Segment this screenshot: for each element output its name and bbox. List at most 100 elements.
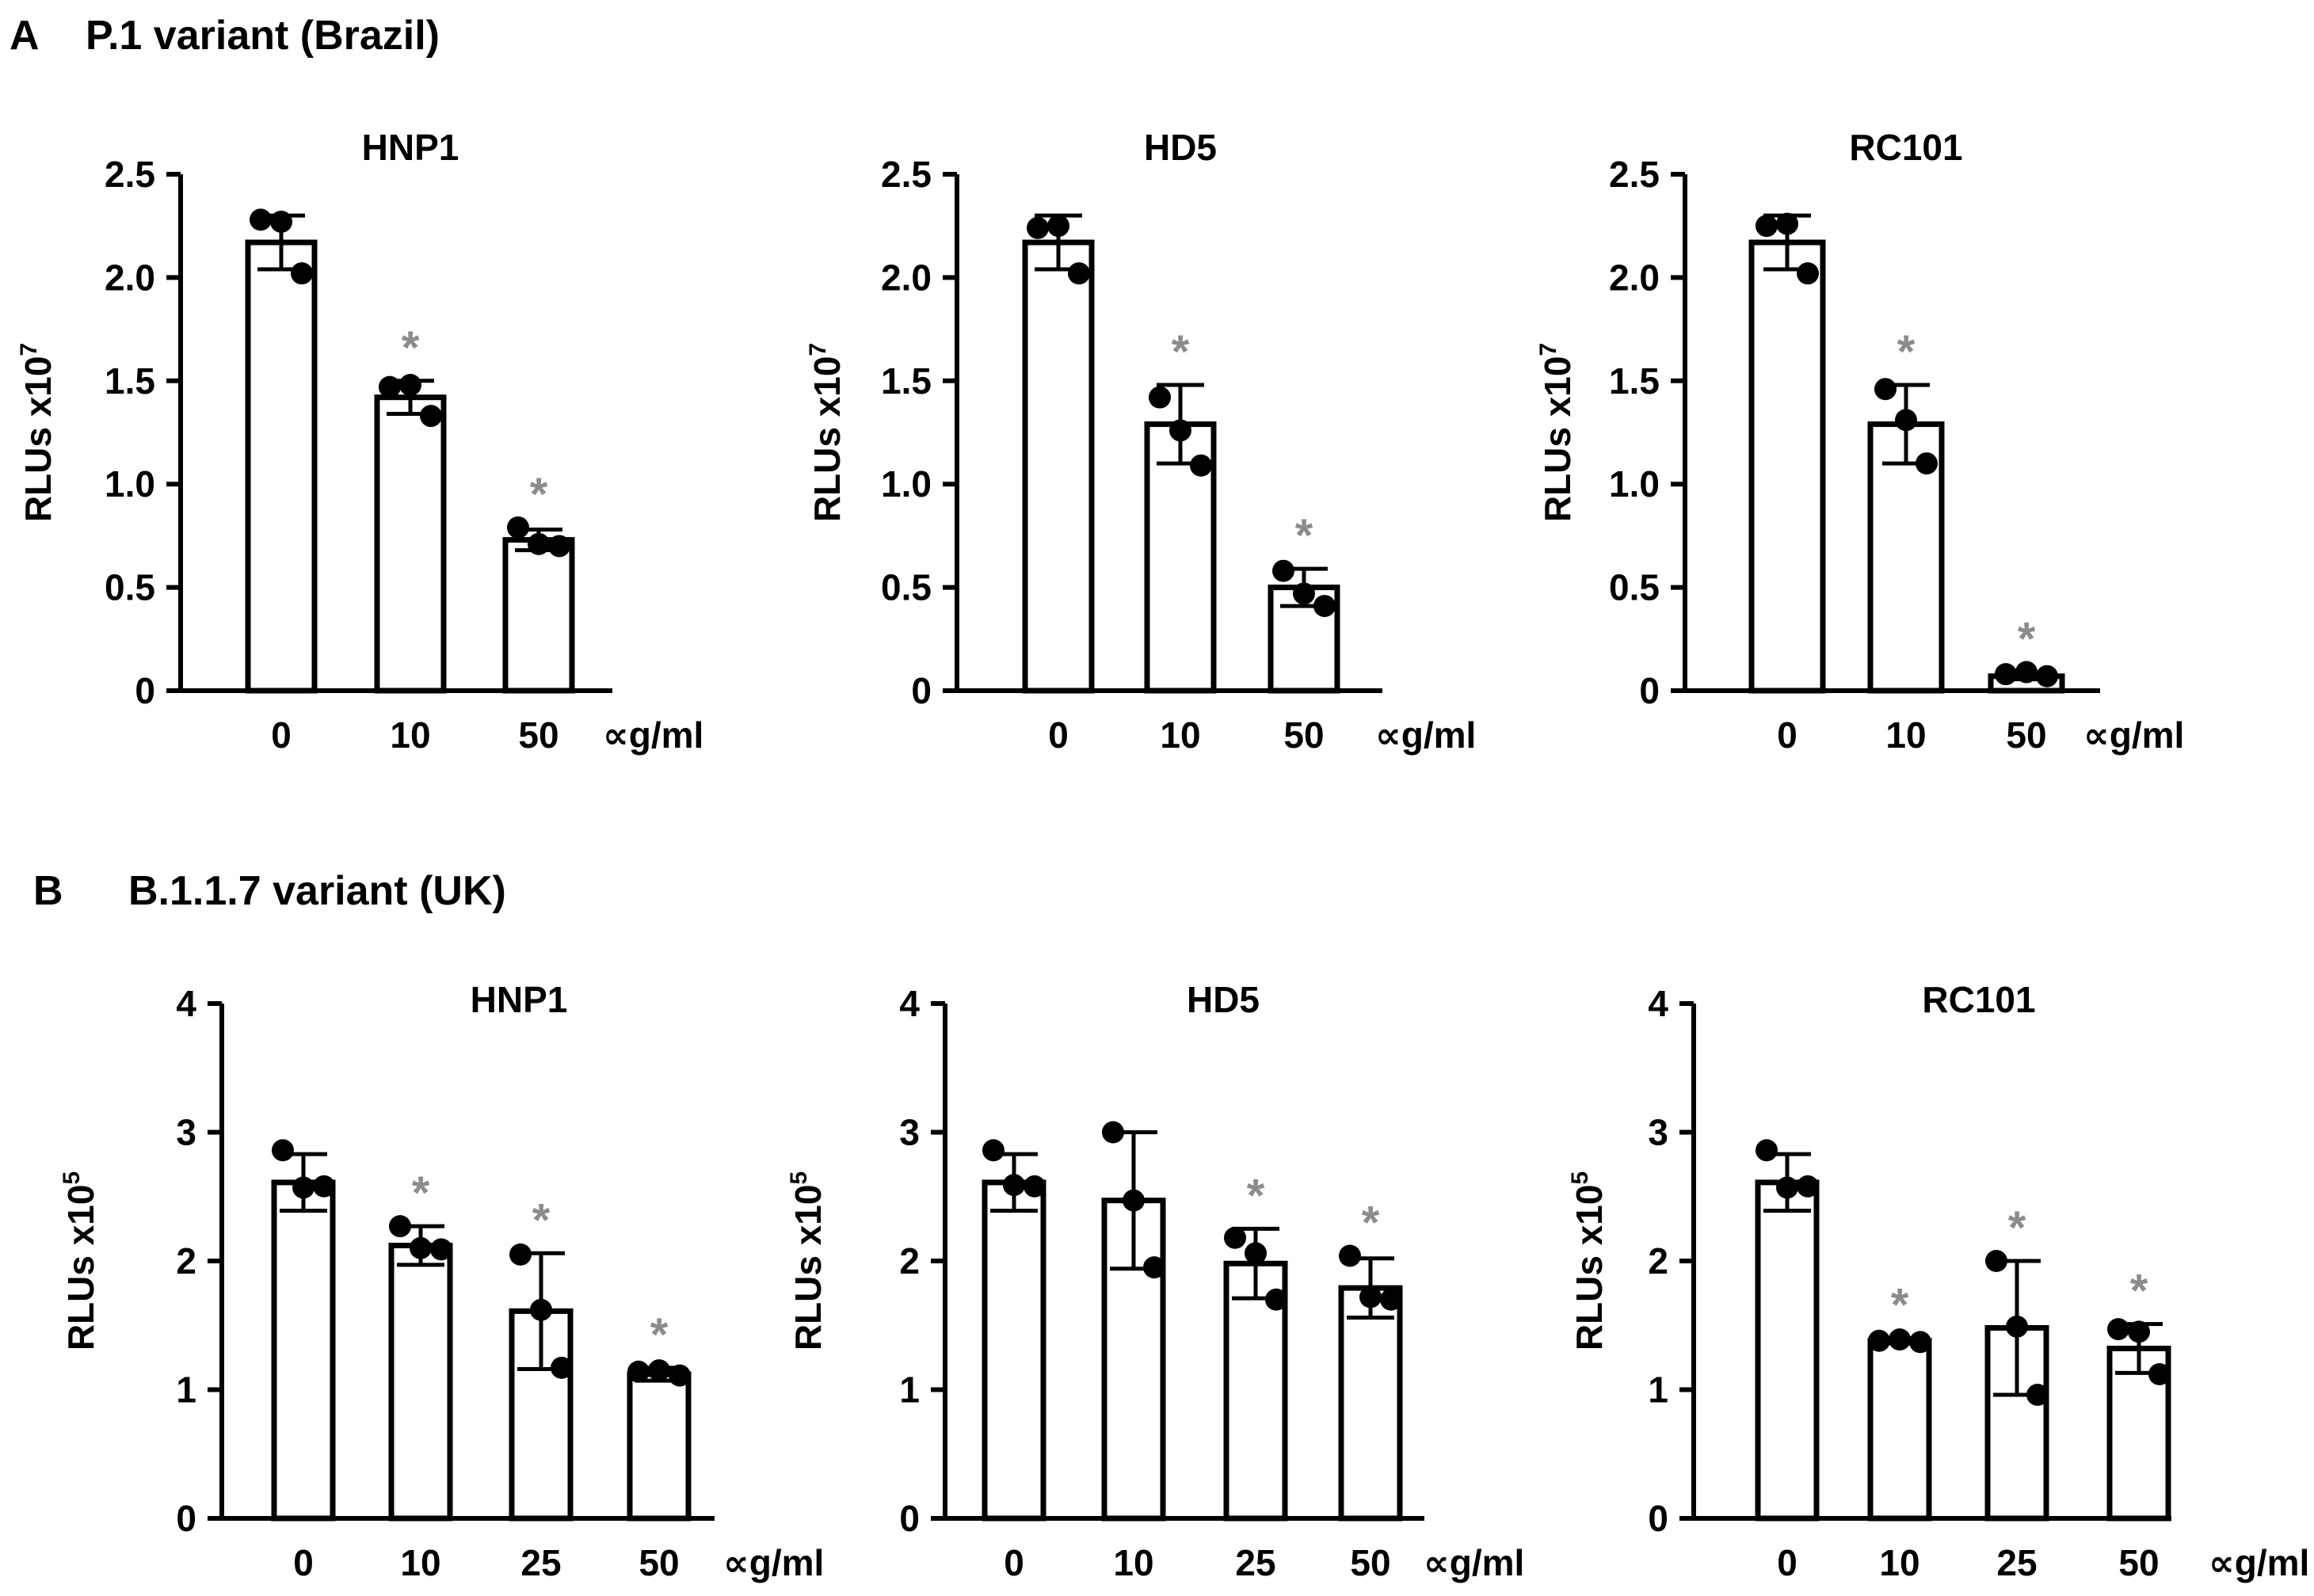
- data-point: [551, 1356, 573, 1379]
- x-unit-label: ∝g/ml: [2209, 1542, 2309, 1583]
- data-point: [1190, 454, 1212, 477]
- data-point: [430, 1238, 452, 1261]
- data-point: [1265, 1288, 1287, 1311]
- x-unit-label: ∝g/ml: [1375, 714, 1476, 756]
- x-tick-label: 10: [400, 1542, 440, 1583]
- y-tick-label: 2.5: [881, 154, 932, 195]
- bar: [271, 1179, 336, 1522]
- x-tick-label: 50: [2006, 714, 2046, 756]
- data-point: [1339, 1244, 1361, 1267]
- significance-asterisk: *: [530, 469, 548, 520]
- significance-asterisk: *: [1362, 1198, 1380, 1249]
- y-axis-label-main: RLUs x10: [1569, 1185, 1610, 1351]
- y-tick-label: 3: [899, 1112, 920, 1153]
- data-point: [530, 1298, 552, 1321]
- y-tick-label: 4: [899, 983, 920, 1024]
- data-point: [2006, 1315, 2028, 1338]
- y-axis-label-main: RLUs x10: [806, 356, 848, 523]
- x-tick-label: 50: [2118, 1542, 2159, 1583]
- y-axis-label: RLUs x107: [16, 343, 59, 522]
- significance-asterisk: *: [1295, 510, 1313, 562]
- data-point: [2026, 1384, 2049, 1406]
- y-axis-label-main: RLUs x10: [17, 356, 59, 523]
- data-point: [1149, 386, 1171, 409]
- x-unit-label: ∝g/ml: [723, 1542, 824, 1583]
- y-axis-label-main: RLUs x10: [1537, 356, 1578, 523]
- y-axis-label: RLUs x107: [1535, 343, 1578, 522]
- y-tick-label: 2.0: [105, 257, 155, 298]
- x-tick-label: 10: [1879, 1542, 1919, 1583]
- data-point: [2148, 1363, 2171, 1385]
- chart-title: HNP1: [471, 979, 568, 1020]
- data-point: [1169, 419, 1191, 442]
- y-axis-label: RLUs x107: [805, 343, 848, 522]
- chart-a-rc101: RC101 RLUs x107 0 0.5 1.0 1.5 2.0 2.5 0 * 10 * 50 ∝g/…: [1535, 127, 2184, 756]
- x-tick-label: 25: [1235, 1542, 1275, 1583]
- bar: [1755, 1179, 1820, 1522]
- data-point: [250, 208, 272, 231]
- data-point: [1143, 1256, 1165, 1279]
- data-point: [982, 1139, 1005, 1162]
- data-point: [389, 1215, 411, 1238]
- data-point: [1102, 1121, 1124, 1144]
- y-tick-label: 1.5: [1609, 360, 1660, 402]
- data-point: [420, 405, 442, 428]
- bar: [1867, 1338, 1932, 1522]
- significance-asterisk: *: [402, 322, 420, 374]
- x-tick-label: 0: [1048, 714, 1069, 756]
- x-tick-label: 10: [1885, 714, 1926, 756]
- bar: [374, 394, 447, 694]
- data-point: [1756, 215, 1778, 238]
- data-point: [1756, 1139, 1778, 1162]
- y-tick-label: 2.0: [1609, 257, 1660, 298]
- y-tick-label: 1: [899, 1369, 920, 1411]
- y-tick-label: 0.5: [881, 567, 932, 608]
- y-axis-label-exponent: 7: [1535, 343, 1561, 356]
- y-tick-label: 1.0: [1609, 463, 1660, 505]
- data-point: [1068, 262, 1090, 285]
- y-axis-label-main: RLUs x10: [60, 1185, 101, 1351]
- y-tick-label: 1.5: [105, 360, 155, 402]
- y-tick-label: 2.5: [1609, 154, 1660, 195]
- y-axis-label-exponent: 5: [1567, 1171, 1593, 1185]
- data-point: [1224, 1226, 1246, 1249]
- data-point: [1797, 1175, 1819, 1198]
- data-point: [1359, 1286, 1382, 1308]
- y-axis-label-main: RLUs x10: [787, 1185, 829, 1351]
- data-point: [669, 1364, 691, 1387]
- y-tick-label: 0.5: [105, 567, 155, 608]
- bar: [502, 537, 575, 694]
- y-tick-label: 3: [1648, 1112, 1668, 1153]
- data-point: [1909, 1331, 1931, 1354]
- y-tick-label: 2: [176, 1240, 196, 1282]
- data-point: [1868, 1329, 1890, 1352]
- data-point: [1003, 1174, 1025, 1197]
- data-point: [410, 1236, 432, 1259]
- significance-asterisk: *: [2130, 1266, 2148, 1317]
- y-axis-label-exponent: 5: [59, 1171, 85, 1185]
- data-point: [1889, 1328, 1911, 1351]
- chart-title: RC101: [1849, 127, 1962, 168]
- bar: [1022, 239, 1095, 694]
- significance-asterisk: *: [1891, 1280, 1909, 1331]
- data-point: [1293, 582, 1315, 605]
- bar: [388, 1243, 453, 1522]
- y-tick-label: 2.5: [105, 154, 155, 195]
- significance-asterisk: *: [1247, 1170, 1265, 1221]
- x-tick-label: 50: [639, 1542, 679, 1583]
- y-tick-label: 4: [1648, 983, 1668, 1024]
- panel-a-title: P.1 variant (Brazil): [86, 13, 440, 59]
- data-point: [1024, 1175, 1046, 1198]
- y-tick-label: 1.5: [881, 360, 932, 402]
- bar: [982, 1179, 1046, 1522]
- panel-b-letter: B: [33, 868, 63, 914]
- y-tick-label: 0: [135, 670, 155, 711]
- data-point: [399, 374, 421, 397]
- data-point: [509, 1243, 532, 1266]
- y-axis-label-exponent: 7: [16, 343, 42, 356]
- y-axis-label-exponent: 5: [786, 1171, 812, 1185]
